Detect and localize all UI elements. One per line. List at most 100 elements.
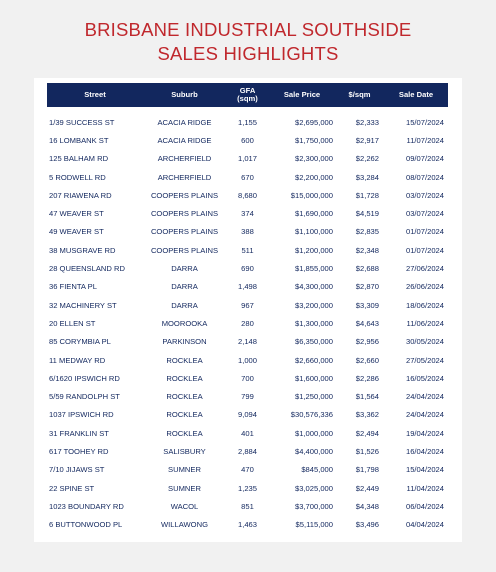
- cell-suburb: DARRA: [171, 264, 198, 274]
- cell-sale-date: 03/07/2024: [405, 190, 444, 200]
- table-row: 85 CORYMBIA PL PARKINSON 2,148 $6,350,000 $2…: [47, 333, 448, 351]
- cell-suburb: WILLAWONG: [161, 520, 208, 530]
- cell-street: 22 SPINE ST: [49, 483, 95, 493]
- cell-suburb: COOPERS PLAINS: [150, 245, 219, 255]
- cell-suburb: SALISBURY: [163, 446, 206, 456]
- column-header-street: Street: [47, 83, 143, 107]
- cell-sale-date: 15/07/2024: [405, 117, 444, 127]
- table-row: 11 MEDWAY RD ROCKLEA 1,000 $2,660,000 $2,660…: [47, 351, 448, 369]
- cell-sale-price: $3,025,000: [294, 483, 333, 493]
- cell-suburb: ROCKLEA: [166, 355, 203, 365]
- table-row: 1/39 SUCCESS ST ACACIA RIDGE 1,155 $2,695,0…: [47, 107, 448, 131]
- cell-street: 36 FIENTA PL: [49, 282, 97, 292]
- cell-sale-price: $3,700,000: [294, 501, 333, 511]
- cell-street: 617 TOOHEY RD: [49, 446, 109, 456]
- cell-gfa: 470: [241, 465, 254, 475]
- cell-sale-date: 03/07/2024: [405, 209, 444, 219]
- cell-sale-date: 06/04/2024: [405, 501, 444, 511]
- cell-gfa: 1,463: [237, 520, 257, 530]
- cell-sale-price: $1,600,000: [294, 373, 333, 383]
- table-row: 1037 IPSWICH RD ROCKLEA 9,094 $30,576,336 $3…: [47, 406, 448, 424]
- cell-sale-price: $1,100,000: [294, 227, 333, 237]
- table-row: 47 WEAVER ST COOPERS PLAINS 374 $1,690,000 $…: [47, 204, 448, 222]
- cell-suburb: COOPERS PLAINS: [150, 190, 219, 200]
- cell-gfa: 401: [241, 428, 254, 438]
- cell-gfa: 9,094: [237, 410, 257, 420]
- cell-price-per-sqm: $4,643: [355, 318, 379, 328]
- cell-price-per-sqm: $3,496: [355, 520, 379, 530]
- cell-gfa: 1,155: [237, 117, 257, 127]
- cell-price-per-sqm: $4,348: [355, 501, 379, 511]
- cell-price-per-sqm: $2,348: [355, 245, 379, 255]
- cell-gfa: 388: [241, 227, 254, 237]
- cell-price-per-sqm: $2,917: [355, 135, 379, 145]
- cell-sale-price: $3,200,000: [294, 300, 333, 310]
- table-header-row: Street Suburb GFA (sqm) Sale Price $/sqm …: [47, 83, 448, 107]
- cell-price-per-sqm: $1,728: [355, 190, 379, 200]
- cell-sale-date: 01/07/2024: [405, 245, 444, 255]
- cell-price-per-sqm: $2,660: [355, 355, 379, 365]
- cell-gfa: 799: [241, 392, 254, 402]
- cell-sale-price: $4,300,000: [294, 282, 333, 292]
- column-header-suburb: Suburb: [143, 83, 226, 107]
- cell-suburb: PARKINSON: [162, 337, 207, 347]
- column-header-sale-date: Sale Date: [384, 83, 448, 107]
- cell-sale-price: $1,000,000: [294, 428, 333, 438]
- cell-sale-price: $2,300,000: [294, 154, 333, 164]
- table-row: 22 SPINE ST SUMNER 1,235 $3,025,000 $2,449 11…: [47, 479, 448, 497]
- cell-sale-date: 24/04/2024: [405, 410, 444, 420]
- cell-sale-date: 15/04/2024: [405, 465, 444, 475]
- table-row: 5 RODWELL RD ARCHERFIELD 670 $2,200,000 $3,2…: [47, 168, 448, 186]
- cell-sale-price: $1,200,000: [294, 245, 333, 255]
- cell-suburb: ACACIA RIDGE: [157, 135, 212, 145]
- column-header-sale-price: Sale Price: [269, 83, 335, 107]
- cell-sale-date: 16/05/2024: [405, 373, 444, 383]
- cell-price-per-sqm: $4,519: [355, 209, 379, 219]
- cell-gfa: 280: [241, 318, 254, 328]
- cell-gfa: 670: [241, 172, 254, 182]
- table-row: 36 FIENTA PL DARRA 1,498 $4,300,000 $2,870 26…: [47, 278, 448, 296]
- cell-gfa: 1,498: [237, 282, 257, 292]
- cell-suburb: ACACIA RIDGE: [157, 117, 212, 127]
- cell-sale-date: 24/04/2024: [405, 392, 444, 402]
- cell-street: 207 RIAWENA RD: [49, 190, 112, 200]
- cell-gfa: 690: [241, 264, 254, 274]
- cell-sale-date: 11/04/2024: [406, 483, 444, 493]
- table-body: 1/39 SUCCESS ST ACACIA RIDGE 1,155 $2,695,0…: [47, 107, 448, 534]
- table-row: 7/10 JIJAWS ST SUMNER 470 $845,000 $1,798 15/…: [47, 461, 448, 479]
- cell-price-per-sqm: $3,362: [355, 410, 379, 420]
- cell-sale-price: $1,300,000: [294, 318, 333, 328]
- table-row: 28 QUEENSLAND RD DARRA 690 $1,855,000 $2,688…: [47, 259, 448, 277]
- cell-price-per-sqm: $3,284: [355, 172, 379, 182]
- cell-suburb: MOOROOKA: [161, 318, 208, 328]
- cell-street: 28 QUEENSLAND RD: [49, 264, 125, 274]
- table-row: 207 RIAWENA RD COOPERS PLAINS 8,680 $15,000…: [47, 186, 448, 204]
- cell-sale-date: 01/07/2024: [405, 227, 444, 237]
- cell-suburb: ROCKLEA: [166, 428, 203, 438]
- cell-suburb: SUMNER: [168, 483, 201, 493]
- cell-sale-date: 18/06/2024: [405, 300, 444, 310]
- cell-price-per-sqm: $1,526: [355, 446, 379, 456]
- cell-sale-price: $1,250,000: [294, 392, 333, 402]
- gfa-header-line-2: (sqm): [237, 94, 258, 103]
- sales-table: Street Suburb GFA (sqm) Sale Price $/sqm …: [47, 83, 448, 534]
- cell-street: 38 MUSGRAVE RD: [49, 245, 116, 255]
- cell-street: 32 MACHINERY ST: [49, 300, 117, 310]
- cell-gfa: 8,680: [237, 190, 257, 200]
- cell-sale-date: 26/06/2024: [405, 282, 444, 292]
- cell-gfa: 511: [241, 245, 254, 255]
- table-row: 20 ELLEN ST MOOROOKA 280 $1,300,000 $4,643 11…: [47, 314, 448, 332]
- table-row: 6/1620 IPSWICH RD ROCKLEA 700 $1,600,000 $2,…: [47, 369, 448, 387]
- cell-gfa: 851: [241, 501, 254, 511]
- table-row: 5/59 RANDOLPH ST ROCKLEA 799 $1,250,000 $1,5…: [47, 387, 448, 405]
- cell-price-per-sqm: $2,262: [355, 154, 379, 164]
- cell-street: 7/10 JIJAWS ST: [49, 465, 105, 475]
- cell-price-per-sqm: $2,494: [355, 428, 379, 438]
- cell-street: 6 BUTTONWOOD PL: [49, 520, 123, 530]
- cell-street: 31 FRANKLIN ST: [49, 428, 109, 438]
- cell-suburb: SUMNER: [168, 465, 201, 475]
- cell-gfa: 374: [241, 209, 254, 219]
- table-row: 1023 BOUNDARY RD WACOL 851 $3,700,000 $4,348…: [47, 497, 448, 515]
- cell-sale-price: $30,576,336: [290, 410, 333, 420]
- column-header-price-per-sqm: $/sqm: [335, 83, 384, 107]
